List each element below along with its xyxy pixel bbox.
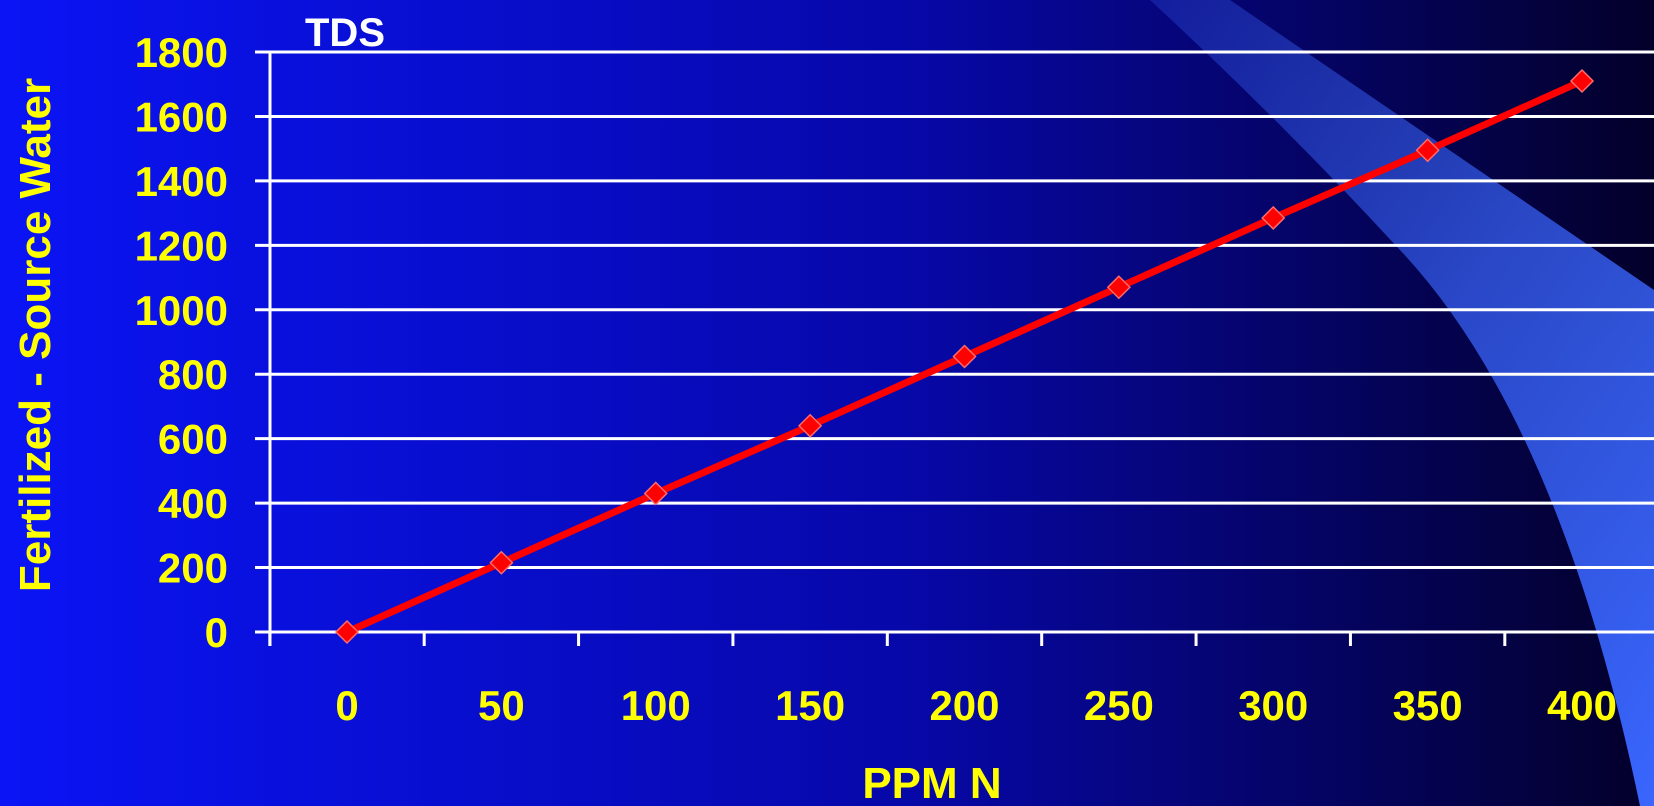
x-tick-label-400: 400: [1547, 682, 1617, 729]
data-point-50: [489, 550, 514, 575]
x-tick-labels: 0 50 100 150 200 250 300 350 400: [335, 682, 1617, 729]
y-tick-label-400: 400: [158, 480, 228, 527]
y-tick-label-1600: 1600: [135, 93, 228, 140]
x-tick-label-250: 250: [1084, 682, 1154, 729]
y-tick-label-1000: 1000: [135, 287, 228, 334]
data-point-150: [798, 413, 823, 438]
y-tick-labels: 0 200 400 600 800 1000 1200 1400 1600 1800: [135, 29, 228, 656]
x-tick-label-350: 350: [1393, 682, 1463, 729]
data-point-200: [952, 344, 977, 369]
data-point-300: [1261, 205, 1286, 231]
y-tick-label-1200: 1200: [135, 222, 228, 269]
data-point-400: [1569, 68, 1595, 94]
x-tick-label-50: 50: [478, 682, 525, 729]
y-tick-label-1800: 1800: [135, 29, 228, 76]
data-markers: [334, 68, 1595, 645]
data-point-0: [334, 619, 360, 645]
data-point-250: [1106, 275, 1131, 300]
y-tick-label-0: 0: [205, 609, 228, 656]
y-tick-label-200: 200: [158, 545, 228, 592]
x-tick-label-0: 0: [335, 682, 358, 729]
x-axis-title: PPM N: [862, 759, 1001, 806]
chart-title: TDS: [305, 11, 385, 55]
y-tick-label-800: 800: [158, 351, 228, 398]
x-tick-label-300: 300: [1238, 682, 1308, 729]
data-point-100: [643, 481, 668, 506]
data-point-350: [1415, 138, 1440, 163]
x-tick-label-200: 200: [929, 682, 999, 729]
axes: [268, 52, 1507, 646]
y-axis-title: Fertilized - Source Water: [11, 78, 60, 592]
x-tick-label-150: 150: [775, 682, 845, 729]
y-tick-label-600: 600: [158, 416, 228, 463]
grid-lines: [255, 50, 1654, 634]
y-tick-label-1400: 1400: [135, 158, 228, 205]
x-tick-label-100: 100: [621, 682, 691, 729]
